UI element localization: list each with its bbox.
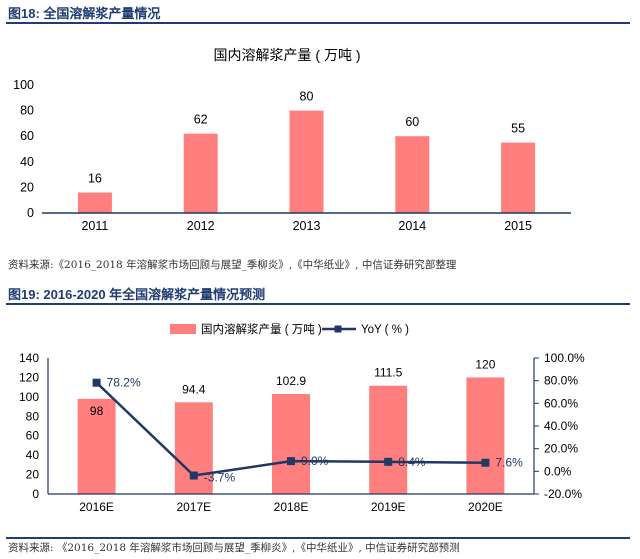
yoy-marker-2019e bbox=[384, 457, 393, 466]
chart-1-data-label-2011: 16 bbox=[88, 172, 102, 186]
legend-bar-label: 国内溶解浆产量 ( 万吨 ) bbox=[201, 322, 322, 336]
figure-19-rule bbox=[6, 303, 630, 305]
chart-2-bar-label-2017e: 94.4 bbox=[182, 382, 206, 396]
chart-1-title: 国内溶解浆产量 ( 万吨 ) bbox=[214, 47, 361, 63]
legend-bar-swatch bbox=[170, 324, 196, 334]
legend-line-label: YoY ( % ) bbox=[361, 324, 409, 336]
chart-1-y-tick-20: 20 bbox=[20, 180, 34, 194]
chart-2-x-tick-2020e: 2020E bbox=[468, 500, 503, 514]
chart-2-legend: 国内溶解浆产量 ( 万吨 ) YoY ( % ) bbox=[170, 322, 409, 336]
chart-1-y-tick-0: 0 bbox=[27, 206, 34, 220]
chart-1-y-tick-100: 100 bbox=[13, 78, 34, 92]
chart-2-x-tick-2017e: 2017E bbox=[176, 500, 211, 514]
yoy-label-2018e: 9.0% bbox=[301, 454, 329, 468]
chart-2-right-tick-20-0: -20.0% bbox=[544, 487, 582, 501]
chart-2-right-tick-0-0: 0.0% bbox=[544, 464, 572, 478]
figure-18-source: 资料来源:《2016_2018 年溶解浆市场回顾与展望_季柳炎》,《中华纸业》,… bbox=[8, 259, 457, 271]
figure-19-bottom-rule bbox=[6, 537, 630, 539]
yoy-marker-2020e bbox=[481, 458, 490, 467]
chart-2-bar-label-2016e: 98 bbox=[90, 404, 104, 418]
chart-1-data-label-2014: 60 bbox=[405, 115, 419, 129]
chart-2-right-tick-60-0: 60.0% bbox=[544, 396, 578, 410]
chart-1-bar-2015 bbox=[501, 142, 536, 213]
chart-1-data-label-2015: 55 bbox=[511, 122, 525, 136]
yoy-marker-2017e bbox=[189, 471, 198, 480]
chart-1-x-tick-2014: 2014 bbox=[398, 219, 426, 233]
chart-1-bar-2014 bbox=[395, 136, 430, 213]
production-forecast-chart: 国内溶解浆产量 ( 万吨 ) YoY ( % ) 0 20 40 60 80 100 120… bbox=[19, 322, 585, 514]
chart-1-y-tick-40: 40 bbox=[20, 155, 34, 169]
chart-2-right-tick-40-0: 40.0% bbox=[544, 419, 578, 433]
chart-2-left-tick-120: 120 bbox=[19, 370, 39, 384]
figure-19-source: 资料来源: 《2016_2018 年溶解浆市场回顾与展望_季柳炎》,《中华纸业》… bbox=[8, 542, 460, 554]
chart-2-x-tick-2018e: 2018E bbox=[274, 500, 309, 514]
chart-2-right-tick-100-0: 100.0% bbox=[544, 351, 585, 365]
chart-1-y-tick-80: 80 bbox=[20, 104, 34, 118]
chart-1-y-tick-60: 60 bbox=[20, 129, 34, 143]
production-history-chart: 国内溶解浆产量 ( 万吨 ) 0 20 40 60 80 100 16 62 80 60 55 2… bbox=[13, 47, 571, 233]
legend-line-marker bbox=[334, 325, 342, 333]
chart-2-x-tick-2016e: 2016E bbox=[79, 500, 114, 514]
chart-1-x-tick-2012: 2012 bbox=[187, 219, 215, 233]
chart-2-bar-2016e bbox=[77, 398, 116, 494]
chart-1-data-label-2013: 80 bbox=[300, 90, 314, 104]
chart-2-x-tick-2019e: 2019E bbox=[371, 500, 406, 514]
chart-2-left-tick-100: 100 bbox=[19, 390, 39, 404]
figure-19-title: 图19: 2016-2020 年全国溶解浆产量情况预测 bbox=[8, 287, 266, 302]
chart-2-bar-label-2019e: 111.5 bbox=[374, 366, 403, 380]
figure-18-title: 图18: 全国溶解浆产量情况 bbox=[8, 6, 161, 21]
chart-2-bar-label-2020e: 120 bbox=[475, 357, 495, 371]
chart-2-right-tick-80-0: 80.0% bbox=[544, 374, 578, 388]
yoy-label-2019e: 8.4% bbox=[398, 455, 426, 469]
chart-2-bar-2019e bbox=[369, 385, 408, 494]
chart-1-x-tick-2011: 2011 bbox=[81, 219, 108, 233]
chart-2-left-tick-0: 0 bbox=[32, 487, 39, 501]
chart-1-bar-2012 bbox=[183, 133, 218, 213]
chart-2-right-tick-20-0: 20.0% bbox=[544, 442, 578, 456]
chart-2-left-tick-140: 140 bbox=[19, 351, 39, 365]
chart-2-bar-2018e bbox=[272, 394, 310, 494]
chart-2-bar-2020e bbox=[466, 377, 505, 494]
chart-2-bar-label-2018e: 102.9 bbox=[276, 374, 306, 388]
yoy-label-2020e: 7.6% bbox=[495, 456, 523, 470]
chart-1-x-tick-2015: 2015 bbox=[504, 219, 532, 233]
yoy-marker-2016e bbox=[92, 378, 101, 387]
chart-1-bar-2013 bbox=[289, 110, 324, 213]
figure-18-rule bbox=[6, 22, 630, 24]
chart-1-bar-2011 bbox=[77, 192, 112, 213]
chart-2-left-tick-80: 80 bbox=[26, 409, 40, 423]
chart-2-left-tick-40: 40 bbox=[26, 448, 40, 462]
yoy-label-2017e: -3.7% bbox=[204, 471, 236, 485]
yoy-label-2016e: 78.2% bbox=[107, 376, 141, 390]
chart-1-x-tick-2013: 2013 bbox=[293, 219, 321, 233]
chart-1-data-label-2012: 62 bbox=[194, 113, 208, 127]
chart-2-left-tick-20: 20 bbox=[26, 468, 40, 482]
chart-2-left-tick-60: 60 bbox=[26, 429, 40, 443]
yoy-marker-2018e bbox=[287, 457, 295, 466]
